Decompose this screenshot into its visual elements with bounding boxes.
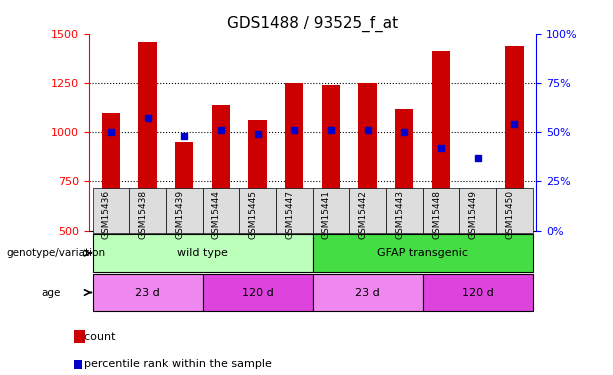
Bar [248,120,267,231]
Text: 120 d: 120 d [462,288,493,297]
Bar [468,203,487,231]
Bar [459,188,496,232]
Text: GSM15444: GSM15444 [212,190,221,238]
Text: wild type: wild type [177,248,228,258]
Text: GSM15450: GSM15450 [505,190,514,239]
Text: GSM15449: GSM15449 [469,190,478,239]
Title: GDS1488 / 93525_f_at: GDS1488 / 93525_f_at [227,16,398,32]
Bar [175,142,194,231]
Bar [166,188,202,232]
Bar [505,46,524,231]
Bar [129,188,166,232]
Text: GSM15447: GSM15447 [285,190,294,239]
Text: 23 d: 23 d [135,288,160,297]
Bar [423,274,533,311]
Text: 23 d: 23 d [356,288,380,297]
Text: age: age [42,288,61,297]
Text: 120 d: 120 d [242,288,273,297]
Bar [102,112,120,231]
Bar [93,234,313,272]
Bar [359,83,377,231]
Text: GFAP transgenic: GFAP transgenic [377,248,468,258]
Bar [423,188,459,232]
Text: count: count [77,333,115,342]
Bar [202,188,239,232]
Bar [211,105,230,231]
Text: GSM15438: GSM15438 [139,190,148,239]
Bar [395,109,414,231]
Text: GSM15443: GSM15443 [395,190,405,239]
Bar [202,274,313,311]
Text: GSM15439: GSM15439 [175,190,185,239]
Text: genotype/variation: genotype/variation [6,248,105,258]
Text: GSM15441: GSM15441 [322,190,331,239]
Bar [349,188,386,232]
Text: GSM15445: GSM15445 [249,190,257,239]
Bar [139,42,157,231]
Text: percentile rank within the sample: percentile rank within the sample [77,359,272,369]
Text: GSM15442: GSM15442 [359,190,368,238]
Bar [285,83,303,231]
Bar [239,188,276,232]
Bar [313,234,533,272]
Bar [322,85,340,231]
Bar [313,274,423,311]
Text: GSM15436: GSM15436 [102,190,111,239]
Bar [93,188,129,232]
Bar [386,188,423,232]
Bar [276,188,313,232]
Bar [496,188,533,232]
Bar [432,51,450,231]
Bar [313,188,349,232]
Text: GSM15448: GSM15448 [432,190,441,239]
Bar [93,274,202,311]
